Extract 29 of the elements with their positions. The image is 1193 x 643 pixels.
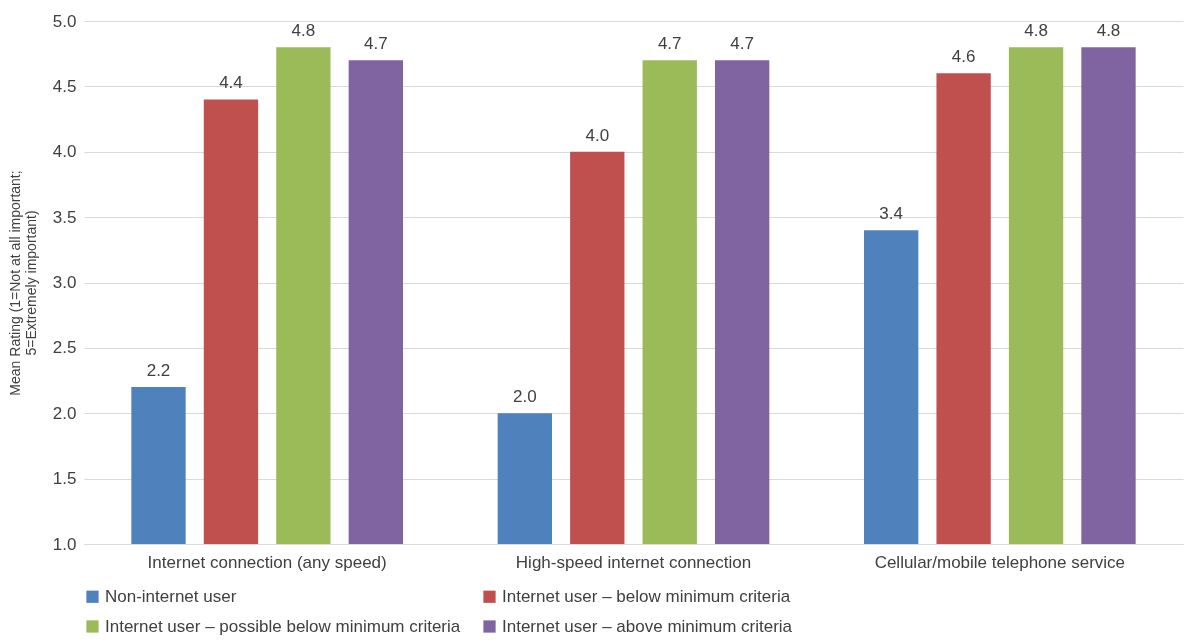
y-tick-label: 2.0 xyxy=(52,403,77,423)
data-label: 3.4 xyxy=(879,204,903,224)
legend-label: Internet user – possible below minimum criteria xyxy=(105,616,461,636)
data-label: 4.8 xyxy=(1024,21,1048,41)
data-label: 4.8 xyxy=(1096,21,1121,41)
data-label: 4.7 xyxy=(364,34,388,54)
x-tick-label: High-speed internet connection xyxy=(515,552,752,572)
data-label: 4.8 xyxy=(291,21,316,41)
y-tick-label: 3.0 xyxy=(52,273,77,292)
data-label: 4.4 xyxy=(219,73,243,93)
y-tick-label: 1.0 xyxy=(52,534,77,554)
y-tick-label: 3.5 xyxy=(52,207,77,227)
legend-label: Internet user – below minimum criteria xyxy=(502,586,791,606)
y-tick-label: 5.0 xyxy=(52,11,77,31)
legend-label: Non-internet user xyxy=(105,586,237,606)
y-tick-label: 1.5 xyxy=(52,469,77,489)
data-label: 2.0 xyxy=(513,387,537,407)
data-label: 2.2 xyxy=(146,361,171,381)
legend-label: Internet user – above minimum criteria xyxy=(502,616,793,636)
data-label: 4.0 xyxy=(585,125,610,145)
data-label: 4.7 xyxy=(730,34,754,54)
data-label: 4.7 xyxy=(657,34,682,54)
y-axis-title: Mean Rating (1=Not at all important; 5=Extremely important) xyxy=(6,170,39,396)
x-tick-label: Internet connection (any speed) xyxy=(147,552,387,572)
data-label: 4.6 xyxy=(951,47,976,67)
y-tick-label: 4.0 xyxy=(52,142,77,162)
x-tick-label: Cellular/mobile telephone service xyxy=(874,552,1126,572)
y-tick-label: 4.5 xyxy=(52,76,77,96)
y-tick-label: 2.5 xyxy=(52,338,77,358)
